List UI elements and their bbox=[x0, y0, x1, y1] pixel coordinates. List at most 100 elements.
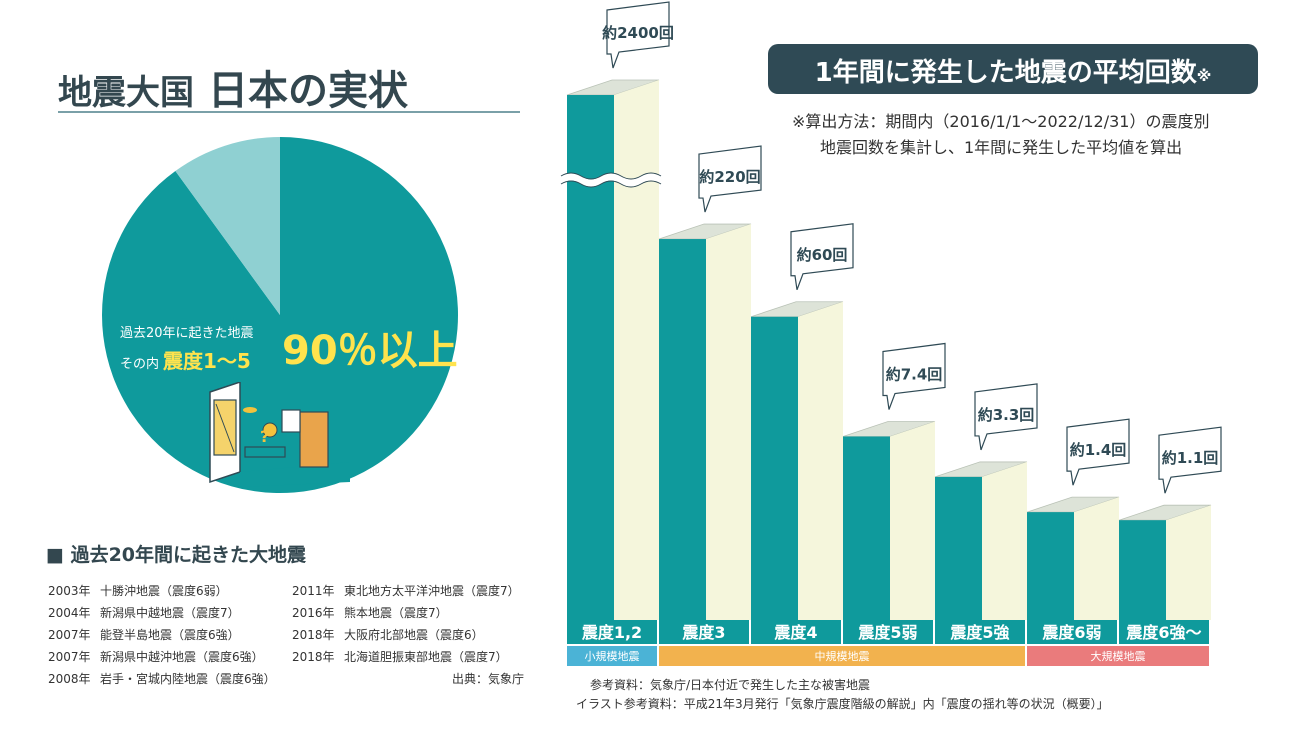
value-label-6: 約1.1回 bbox=[1162, 449, 1219, 467]
bar-side-6 bbox=[1166, 505, 1211, 620]
value-bubble-0 bbox=[606, 1, 670, 69]
bar-front-4 bbox=[935, 476, 982, 620]
pie-label-line1: 過去20年に起きた地震 bbox=[120, 326, 254, 341]
quake-year: 2016年 bbox=[292, 606, 335, 620]
major-quake-row: 2018年 北海道胆振東部地震（震度7） bbox=[292, 648, 508, 665]
value-label-0: 約2400回 bbox=[602, 24, 674, 42]
category-label-4: 震度5強 bbox=[949, 623, 1009, 642]
chart-title-mark: ※ bbox=[1196, 67, 1212, 85]
bar-4: 震度5強 約3.3回 bbox=[934, 383, 1038, 644]
room-illustration: ? bbox=[209, 382, 350, 487]
category-label-6: 震度6強～ bbox=[1125, 623, 1201, 642]
bar-6: 震度6強～ 約1.1回 bbox=[1118, 426, 1222, 644]
category-label-1: 震度3 bbox=[681, 623, 725, 642]
value-bubble-2 bbox=[790, 223, 854, 290]
chart-title-box bbox=[768, 44, 1258, 94]
bar-2: 震度4 約60回 bbox=[750, 223, 854, 644]
bar-front-3 bbox=[843, 436, 890, 620]
major-quakes-heading: ■ 過去20年間に起きた大地震 bbox=[46, 544, 307, 566]
group-band-2 bbox=[1027, 646, 1209, 666]
bar-side-3 bbox=[890, 421, 935, 620]
major-quake-row: 2016年 熊本地震（震度7） bbox=[292, 604, 448, 621]
value-label-3: 約7.4回 bbox=[886, 365, 943, 383]
bar-front-0 bbox=[567, 95, 614, 620]
value-label-1: 約220回 bbox=[699, 168, 760, 186]
title-part2: 日本の実状 bbox=[208, 68, 408, 114]
major-quake-row: 2007年 新潟県中越沖地震（震度6強） bbox=[48, 648, 264, 665]
pie-slice-minor bbox=[175, 137, 280, 315]
value-bubble-1 bbox=[698, 145, 762, 213]
quake-name: 北海道胆振東部地震（震度7） bbox=[344, 650, 508, 664]
quake-year: 2003年 bbox=[48, 584, 91, 598]
value-bubble-6 bbox=[1158, 426, 1222, 494]
group-label-1: 中規模地震 bbox=[815, 649, 870, 663]
major-quake-row: 2018年 大阪府北部地震（震度6） bbox=[292, 626, 484, 643]
quake-name: 岩手・宮城内陸地震（震度6強） bbox=[100, 672, 276, 686]
bar-1: 震度3 約220回 bbox=[658, 145, 762, 644]
value-bubble-5 bbox=[1066, 418, 1130, 486]
quake-name: 十勝沖地震（震度6弱） bbox=[100, 584, 228, 598]
category-band-3 bbox=[843, 620, 933, 644]
chart-note-line1: ※算出方法：期間内（2016/1/1～2022/12/31）の震度別 bbox=[792, 112, 1210, 131]
category-band-1 bbox=[659, 620, 749, 644]
bar-top-5 bbox=[1026, 496, 1120, 513]
category-label-5: 震度6弱 bbox=[1041, 623, 1101, 642]
value-bubble-3 bbox=[882, 342, 946, 410]
pie-label-shindo: 震度1～5 bbox=[163, 349, 251, 373]
quake-name: 大阪府北部地震（震度6） bbox=[344, 628, 484, 642]
major-quake-row: 2004年 新潟県中越地震（震度7） bbox=[48, 604, 240, 621]
pie-chart bbox=[101, 137, 459, 493]
category-label-3: 震度5弱 bbox=[857, 623, 917, 642]
bar-side-0 bbox=[614, 80, 659, 620]
bar-top-3 bbox=[842, 421, 936, 437]
axis-break bbox=[559, 173, 663, 187]
major-quake-row: 2011年 東北地方太平洋沖地震（震度7） bbox=[292, 582, 520, 599]
bar-front-2 bbox=[751, 316, 798, 620]
bar-side-1 bbox=[706, 224, 751, 620]
pie-label-line2: その内 震度1～5 bbox=[120, 345, 251, 374]
group-label-0: 小規模地震 bbox=[585, 649, 640, 663]
page-title: 地震大国 日本の実状 bbox=[58, 58, 408, 116]
quake-year: 2018年 bbox=[292, 628, 335, 642]
bar-3: 震度5弱 約7.4回 bbox=[842, 342, 946, 644]
category-band-6 bbox=[1119, 620, 1209, 644]
category-band-0 bbox=[567, 620, 657, 644]
value-label-5: 約1.4回 bbox=[1070, 441, 1127, 459]
reference-2: イラスト参考資料：平成21年3月発行「気象庁震度階級の解説」内「震度の揺れ等の状… bbox=[576, 697, 1109, 711]
category-label-0: 震度1,2 bbox=[581, 623, 642, 642]
bar-front-6 bbox=[1119, 520, 1166, 620]
category-label-2: 震度4 bbox=[773, 623, 817, 642]
quake-year: 2007年 bbox=[48, 650, 91, 664]
bar-top-0 bbox=[566, 79, 660, 96]
major-quake-row: 2008年 岩手・宮城内陸地震（震度6強） bbox=[48, 670, 276, 687]
bar-top-1 bbox=[658, 223, 752, 240]
group-label-2: 大規模地震 bbox=[1091, 649, 1146, 663]
quake-year: 2004年 bbox=[48, 606, 91, 620]
quake-year: 2011年 bbox=[292, 584, 335, 598]
bar-top-4 bbox=[934, 461, 1028, 478]
bar-5: 震度6弱 約1.4回 bbox=[1026, 418, 1130, 644]
group-band-1 bbox=[659, 646, 1025, 666]
value-bubble-4 bbox=[974, 383, 1038, 451]
pie-percent-label: 90％以上 bbox=[282, 328, 458, 374]
pie-label-prefix: その内 bbox=[120, 357, 160, 372]
bar-side-2 bbox=[798, 301, 843, 620]
bar-top-2 bbox=[750, 301, 844, 318]
chart-title: 1年間に発生した地震の平均回数※ bbox=[768, 52, 1258, 89]
bar-front-5 bbox=[1027, 512, 1074, 620]
title-part1: 地震大国 bbox=[58, 73, 194, 113]
chart-title-text: 1年間に発生した地震の平均回数 bbox=[814, 58, 1197, 88]
bar-side-4 bbox=[982, 461, 1027, 620]
group-band-0 bbox=[567, 646, 657, 666]
quake-name: 熊本地震（震度7） bbox=[344, 606, 448, 620]
quake-name: 能登半島地震（震度6強） bbox=[100, 628, 240, 642]
major-quake-row: 2003年 十勝沖地震（震度6弱） bbox=[48, 582, 228, 599]
bar-side-5 bbox=[1074, 497, 1119, 620]
bar-front-1 bbox=[659, 239, 706, 620]
category-band-2 bbox=[751, 620, 841, 644]
value-label-2: 約60回 bbox=[797, 246, 848, 264]
value-label-4: 約3.3回 bbox=[978, 406, 1035, 424]
major-quake-row: 2007年 能登半島地震（震度6強） bbox=[48, 626, 240, 643]
bar-top-6 bbox=[1118, 504, 1212, 521]
quake-name: 新潟県中越地震（震度7） bbox=[100, 606, 240, 620]
